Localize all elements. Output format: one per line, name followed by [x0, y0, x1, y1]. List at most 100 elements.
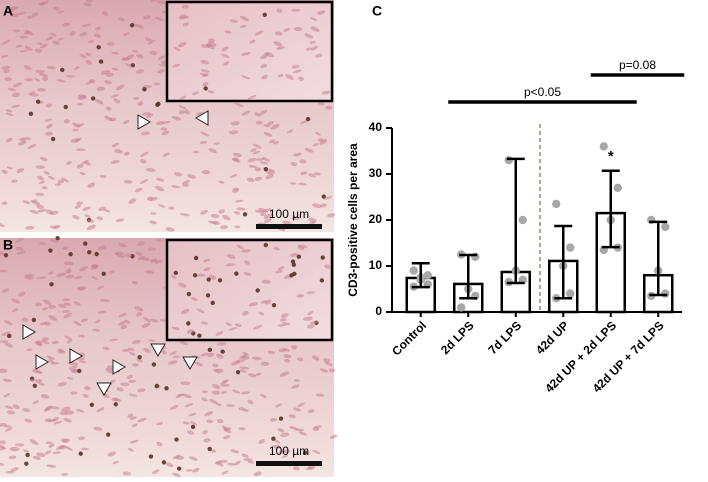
cell	[200, 131, 210, 137]
cell	[187, 430, 194, 435]
cell	[106, 42, 115, 46]
cell	[147, 39, 156, 45]
cell	[311, 449, 321, 455]
cell	[248, 164, 257, 169]
cell	[273, 41, 283, 47]
cell	[78, 359, 87, 364]
cell	[151, 362, 157, 367]
cell	[147, 247, 157, 251]
cell	[111, 67, 119, 71]
cell	[35, 302, 42, 307]
cell	[216, 418, 224, 424]
cell	[216, 342, 227, 346]
cell	[296, 254, 302, 259]
cell	[29, 439, 39, 445]
cell	[208, 38, 216, 43]
cell	[72, 215, 80, 220]
cell	[291, 262, 297, 267]
cell	[174, 437, 179, 442]
cell	[69, 31, 76, 36]
cell	[3, 320, 13, 326]
cell	[228, 327, 237, 331]
cell	[285, 74, 294, 80]
cell	[191, 297, 198, 301]
cell	[247, 95, 257, 100]
cell	[254, 167, 262, 172]
cell	[271, 302, 277, 308]
cell	[260, 361, 270, 367]
cell	[300, 171, 308, 176]
cell	[101, 271, 106, 276]
cell	[24, 275, 34, 280]
cell	[78, 451, 83, 456]
cell	[48, 248, 53, 253]
cell	[179, 95, 187, 100]
cell	[21, 317, 29, 322]
cell	[118, 321, 126, 326]
cell	[279, 318, 287, 322]
cell	[298, 76, 304, 81]
cell	[65, 274, 75, 279]
cell	[192, 467, 200, 473]
cell	[309, 40, 316, 44]
cell	[200, 44, 210, 48]
cell	[98, 245, 107, 251]
cell	[143, 348, 151, 353]
cell	[129, 416, 137, 421]
scale-bar	[256, 461, 322, 466]
cell	[272, 444, 281, 449]
cell	[14, 443, 25, 447]
cell	[93, 33, 102, 38]
cell	[284, 358, 291, 363]
cell	[46, 355, 55, 361]
cell	[218, 209, 226, 214]
cell	[121, 348, 131, 352]
cell	[187, 174, 197, 179]
cell	[88, 78, 96, 84]
cell	[220, 225, 229, 230]
cell	[277, 323, 288, 327]
cell	[63, 104, 68, 110]
cell	[172, 355, 181, 359]
cell	[65, 74, 76, 78]
cell	[254, 30, 264, 36]
cell	[50, 362, 60, 365]
cell	[24, 45, 33, 52]
cell	[290, 162, 298, 167]
cell	[45, 441, 53, 444]
cell	[278, 416, 284, 421]
cell	[140, 158, 147, 164]
cell	[39, 72, 48, 77]
cell	[291, 345, 298, 350]
significance-label: p=0.08	[619, 58, 656, 72]
cell	[155, 238, 164, 242]
cell	[134, 306, 144, 312]
arrowhead	[150, 343, 166, 357]
cell	[151, 469, 160, 475]
cell	[282, 348, 290, 352]
cell	[247, 460, 255, 464]
cell	[128, 393, 138, 397]
cell	[85, 60, 92, 65]
cell	[169, 351, 178, 356]
cell	[41, 76, 49, 81]
cell	[224, 30, 232, 34]
cell	[255, 120, 263, 125]
cell	[180, 381, 191, 385]
y-tick-label: 30	[369, 166, 383, 180]
cell	[296, 294, 305, 298]
cell	[12, 29, 21, 33]
cell	[91, 264, 98, 269]
cell	[3, 393, 11, 398]
cell	[232, 389, 241, 394]
cell	[252, 150, 261, 155]
cell	[71, 368, 80, 374]
cell	[297, 244, 308, 249]
cell	[269, 139, 275, 144]
significance-label: p<0.05	[524, 85, 561, 99]
cell	[4, 342, 14, 348]
cell	[275, 403, 282, 408]
cell	[273, 140, 279, 145]
cell	[226, 462, 236, 466]
cell	[207, 446, 212, 452]
